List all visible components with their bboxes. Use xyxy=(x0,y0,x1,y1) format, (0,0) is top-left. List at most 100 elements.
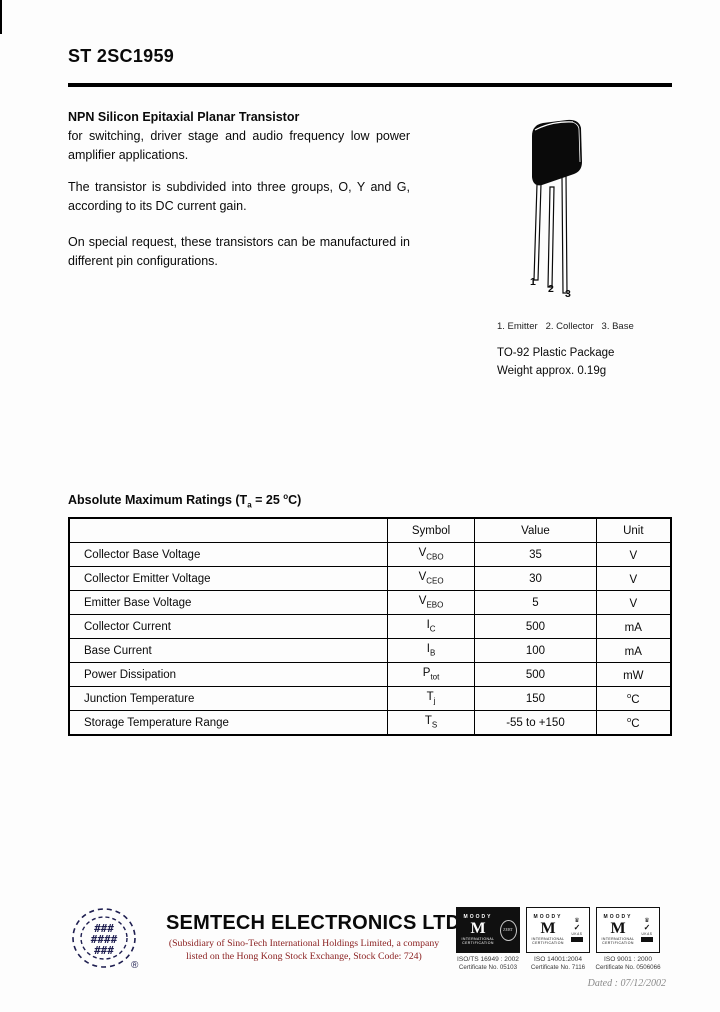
symbol-base: I xyxy=(426,619,430,632)
description-block: NPN Silicon Epitaxial Planar Transistor … xyxy=(68,108,410,284)
semtech-logo: ### #### ### xyxy=(72,908,136,968)
dated-stamp: Dated : 07/12/2002 xyxy=(587,978,666,989)
ratings-heading-sup: o xyxy=(283,492,289,501)
crown-icon: ♛ xyxy=(574,917,580,924)
ratings-heading-mid: = 25 xyxy=(251,493,284,508)
parameter-cell: Power Dissipation xyxy=(68,662,388,687)
unit-sup: o xyxy=(627,691,632,701)
cert-number-line: Certificate No. 7116 xyxy=(530,964,586,971)
parameter-cell: Emitter Base Voltage xyxy=(68,590,388,615)
parameter-cell: Storage Temperature Range xyxy=(68,710,388,736)
symbol-sub: C xyxy=(429,624,436,634)
package-weight-line: Weight approx. 0.19g xyxy=(497,365,607,377)
symbol-base: P xyxy=(422,667,431,680)
table-row: Base Current IB 100 mA xyxy=(68,638,672,663)
title-rule xyxy=(68,83,672,87)
registered-mark: ® xyxy=(131,960,139,971)
description-paragraph: for switching, driver stage and audio fr… xyxy=(68,129,410,162)
value-cell: 150 xyxy=(474,686,597,711)
unit-base: V xyxy=(629,573,638,586)
to92-leg-2 xyxy=(547,186,555,288)
table-row: Power Dissipation Ptot 500 mW xyxy=(68,662,672,687)
value-cell: 30 xyxy=(474,566,597,591)
unit-cell: mA xyxy=(595,638,672,663)
moody-badge-text: MOODY M INTERNATIONAL CERTIFICATION xyxy=(458,915,498,945)
symbol-cell: IB xyxy=(386,638,476,663)
cert-number-line: Certificate No. 05103 xyxy=(458,964,518,971)
unit-cell: mA xyxy=(595,614,672,639)
moody-badge-text: MOODY M INTERNATIONAL CERTIFICATION xyxy=(529,915,567,945)
scan-edge-mark xyxy=(0,0,2,34)
symbol-base: V xyxy=(418,595,427,608)
parameter-cell: Collector Base Voltage xyxy=(68,542,388,567)
page-title: ST 2SC1959 xyxy=(68,46,175,66)
company-block: SEMTECH ELECTRONICS LTD. (Subsidiary of … xyxy=(166,912,466,963)
symbol-sub: B xyxy=(430,648,436,658)
moody-ukas-badge: MOODY M INTERNATIONAL CERTIFICATION ♛ ✓ … xyxy=(596,907,660,953)
unit-cell: oC xyxy=(595,686,672,711)
logo-glyph-row-1: ### xyxy=(94,922,114,935)
to92-leg-3 xyxy=(561,175,568,294)
table-row: Emitter Base Voltage VEBO 5 V xyxy=(68,590,672,615)
unit-sup: o xyxy=(627,715,632,725)
ratings-heading: Absolute Maximum Ratings (Ta = 25 oC) xyxy=(68,492,301,510)
ratings-heading-suffix: C) xyxy=(288,493,302,508)
device-type-heading: NPN Silicon Epitaxial Planar Transistor xyxy=(68,110,300,124)
symbol-cell: VCEO xyxy=(386,566,476,591)
table-row: Collector Emitter Voltage VCEO 30 V xyxy=(68,566,672,591)
certification-logos: MOODY M INTERNATIONAL CERTIFICATION ZERT… xyxy=(456,907,661,972)
package-type-line: TO-92 Plastic Package xyxy=(497,347,615,359)
symbol-sub: EBO xyxy=(426,600,444,610)
ukas-bar xyxy=(641,937,653,943)
ratings-heading-prefix: Absolute Maximum Ratings (T xyxy=(68,493,248,508)
qzert-icon: ZERT xyxy=(498,919,518,941)
ukas-icon: ♛ ✓ UKAS xyxy=(567,917,587,943)
symbol-sub: CBO xyxy=(426,552,444,562)
moody-small-label: INTERNATIONAL CERTIFICATION xyxy=(461,937,495,945)
parameter-cell: Junction Temperature xyxy=(68,686,388,711)
table-row: Collector Current IC 500 mA xyxy=(68,614,672,639)
symbol-cell: Tj xyxy=(386,686,476,711)
cert-iso14001: MOODY M INTERNATIONAL CERTIFICATION ♛ ✓ … xyxy=(526,907,590,972)
table-row: Collector Base Voltage VCBO 35 V xyxy=(68,542,672,567)
logo-glyph-row-2: #### xyxy=(91,933,118,946)
unit-cell: mW xyxy=(595,662,672,687)
unit-base: V xyxy=(629,549,638,562)
ukas-icon: ♛ ✓ UKAS xyxy=(637,918,657,943)
ukas-label: UKAS xyxy=(641,931,653,936)
moody-m-mark: M xyxy=(470,920,486,937)
symbol-sub: tot xyxy=(430,672,440,682)
special-request-paragraph: On special request, these transistors ca… xyxy=(68,235,410,268)
symbol-cell: VEBO xyxy=(386,590,476,615)
cert-iso-ts16949: MOODY M INTERNATIONAL CERTIFICATION ZERT… xyxy=(456,907,520,972)
package-info: TO-92 Plastic Package Weight approx. 0.1… xyxy=(497,344,614,380)
symbol-cell: TS xyxy=(386,710,476,736)
cert-number-line: Certificate No. 0506066 xyxy=(595,964,661,971)
symbol-base: I xyxy=(426,643,430,656)
value-cell: 500 xyxy=(474,614,597,639)
unit-cell: V xyxy=(595,566,672,591)
unit-cell: oC xyxy=(595,710,672,736)
pin-assignment-caption: 1. Emitter 2. Collector 3. Base xyxy=(497,321,634,332)
symbol-cell: Ptot xyxy=(386,662,476,687)
symbol-base: V xyxy=(418,571,427,584)
symbol-cell: IC xyxy=(386,614,476,639)
symbol-cell: VCBO xyxy=(386,542,476,567)
parameter-cell: Collector Emitter Voltage xyxy=(68,566,388,591)
header-unit-cell: Unit xyxy=(595,517,672,543)
moody-brand-label: MOODY xyxy=(533,914,563,920)
moody-brand-label: MOODY xyxy=(603,914,633,920)
ratings-heading-sub: a xyxy=(247,500,252,510)
moody-ukas-badge: MOODY M INTERNATIONAL CERTIFICATION ♛ ✓ … xyxy=(526,907,590,953)
pin-label-3: 3 xyxy=(565,288,571,300)
unit-base: C xyxy=(631,717,640,730)
to92-package-drawing xyxy=(532,119,582,294)
qzert-circle-label: ZERT xyxy=(499,919,517,941)
value-cell: 500 xyxy=(474,662,597,687)
ukas-bar xyxy=(571,937,583,943)
check-icon: ✓ xyxy=(573,922,581,932)
groups-paragraph: The transistor is subdivided into three … xyxy=(68,180,410,213)
ukas-label: UKAS xyxy=(571,931,583,936)
symbol-base: V xyxy=(418,547,427,560)
